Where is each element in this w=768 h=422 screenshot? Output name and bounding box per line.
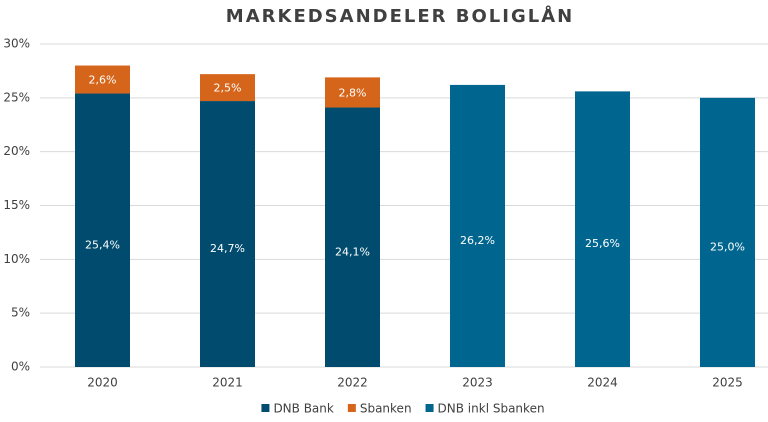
y-tick-label: 25% [3, 90, 30, 104]
bar-segment [700, 97, 755, 367]
data-label: 25,6% [585, 237, 620, 250]
legend-swatch [425, 404, 434, 412]
y-tick-label: 15% [3, 198, 30, 212]
y-tick-label: 20% [3, 144, 30, 158]
data-label: 24,1% [335, 245, 370, 258]
y-tick-label: 5% [11, 306, 30, 320]
legend-swatch [347, 404, 356, 412]
legend-label: DNB Bank [273, 402, 333, 416]
data-label: 24,7% [210, 242, 245, 255]
bar-segment [575, 91, 630, 367]
y-tick-label: 30% [3, 37, 30, 51]
bar-segment [325, 77, 380, 108]
x-tick-label: 2021 [212, 376, 243, 390]
x-tick-label: 2023 [462, 376, 493, 390]
legend-label: DNB inkl Sbanken [438, 402, 545, 416]
data-label: 2,5% [214, 82, 242, 95]
bar-segment [75, 93, 130, 367]
x-tick-label: 2020 [87, 376, 118, 390]
data-label: 26,2% [460, 234, 495, 247]
data-label: 2,8% [339, 86, 367, 99]
x-tick-label: 2022 [337, 376, 368, 390]
bar-segment [75, 65, 130, 94]
y-tick-label: 10% [3, 252, 30, 266]
y-tick-label: 0% [11, 360, 30, 374]
data-label: 2,6% [89, 74, 117, 87]
bar-segment [325, 107, 380, 368]
legend-label: Sbanken [360, 402, 412, 416]
x-tick-label: 2025 [712, 376, 743, 390]
bar-segment [200, 101, 255, 368]
data-label: 25,0% [710, 240, 745, 253]
chart-title: MARKEDSANDELER BOLIGLÅN [226, 4, 574, 27]
data-label: 25,4% [85, 238, 120, 251]
bar-segment [450, 84, 505, 367]
x-tick-label: 2024 [587, 376, 618, 390]
bar-segment [200, 74, 255, 102]
legend-swatch [261, 404, 270, 412]
